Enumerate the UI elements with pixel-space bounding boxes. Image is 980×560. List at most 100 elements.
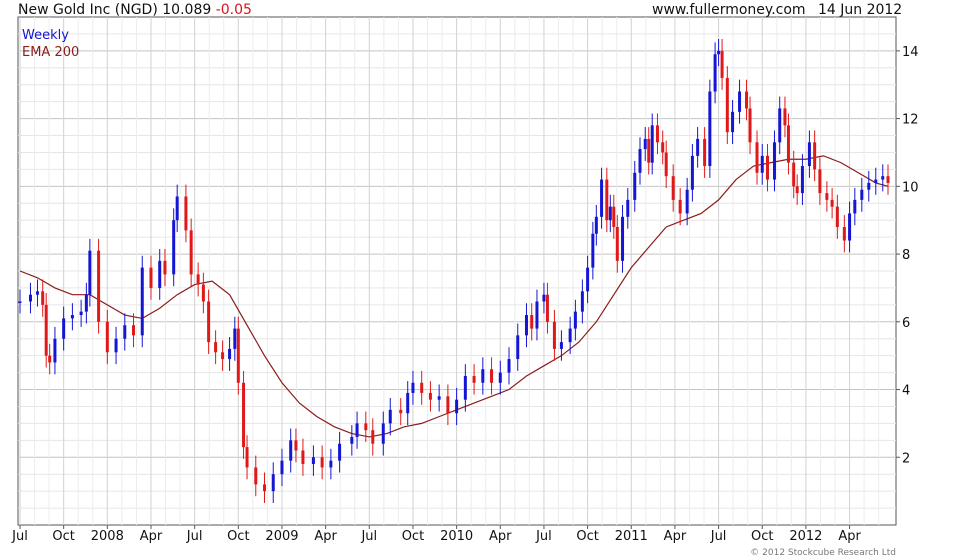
weekly-bar xyxy=(53,338,57,363)
weekly-bar xyxy=(881,176,885,180)
x-tick-label: 2008 xyxy=(91,529,124,544)
y-tick-label: 12 xyxy=(902,113,919,128)
weekly-bar xyxy=(221,352,225,360)
weekly-bar xyxy=(778,108,782,143)
weekly-bar xyxy=(545,294,549,322)
weekly-bar xyxy=(696,138,700,156)
weekly-bar xyxy=(507,359,511,373)
weekly-bar xyxy=(685,189,689,214)
weekly-bar xyxy=(580,291,584,312)
weekly-bar xyxy=(294,440,298,451)
x-tick-label: 2009 xyxy=(265,529,298,544)
weekly-bar xyxy=(228,348,232,360)
weekly-bar xyxy=(524,315,528,336)
weekly-bar xyxy=(713,54,717,92)
weekly-bar xyxy=(364,423,368,431)
weekly-bar xyxy=(84,294,88,312)
y-tick-label: 6 xyxy=(902,316,910,331)
weekly-bar xyxy=(731,111,735,133)
weekly-bar xyxy=(371,430,375,444)
weekly-bar xyxy=(626,199,630,217)
x-tick-label: Apr xyxy=(489,529,512,544)
weekly-bar xyxy=(254,467,258,485)
weekly-bar xyxy=(661,142,665,153)
weekly-bar xyxy=(406,392,410,414)
weekly-bar xyxy=(44,304,48,356)
weekly-bar xyxy=(420,382,424,393)
x-tick-label: Oct xyxy=(751,529,773,544)
x-tick-label: 2012 xyxy=(789,529,822,544)
weekly-bar xyxy=(690,155,694,190)
weekly-bar xyxy=(708,91,712,167)
weekly-bar xyxy=(600,179,604,217)
weekly-bar xyxy=(214,342,218,353)
weekly-bar xyxy=(189,230,193,275)
weekly-bar xyxy=(280,460,284,475)
weekly-bar xyxy=(807,142,811,167)
weekly-bar xyxy=(18,301,22,303)
weekly-bar xyxy=(320,457,324,468)
x-tick-label: Apr xyxy=(838,529,861,544)
x-tick-label: Jul xyxy=(11,529,28,544)
weekly-bar xyxy=(123,325,127,339)
weekly-bar xyxy=(886,176,890,183)
weekly-bar xyxy=(201,284,205,302)
y-tick-label: 2 xyxy=(902,451,910,466)
weekly-bar xyxy=(263,484,267,492)
weekly-bar xyxy=(586,267,590,292)
weekly-bar xyxy=(236,328,240,383)
weekly-bar xyxy=(783,108,787,126)
copyright: © 2012 Stockcube Research Ltd xyxy=(750,548,896,558)
y-tick-label: 8 xyxy=(902,248,910,263)
x-axis: Jul Oct 2008 Apr Jul Oct 2009 Apr Jul Oct 2010 Apr J… xyxy=(11,525,861,544)
website-link[interactable]: www.fullermoney.com xyxy=(652,2,806,18)
weekly-bar xyxy=(842,226,846,241)
weekly-bar xyxy=(638,149,642,173)
weekly-bar xyxy=(772,142,776,180)
weekly-bar xyxy=(542,294,546,302)
weekly-bar xyxy=(655,125,659,143)
weekly-bar xyxy=(568,328,572,343)
weekly-bar xyxy=(755,142,759,173)
weekly-bar xyxy=(79,311,83,316)
weekly-bar xyxy=(149,267,153,288)
weekly-bar xyxy=(605,179,609,221)
weekly-bar xyxy=(612,206,616,227)
weekly-bar xyxy=(388,409,392,424)
weekly-bar xyxy=(591,233,595,268)
weekly-bar xyxy=(140,267,144,336)
y-axis: 2 4 6 8 10 12 14 xyxy=(896,45,919,466)
weekly-bar xyxy=(207,301,211,343)
weekly-bar xyxy=(311,457,315,465)
weekly-bar xyxy=(463,375,467,400)
weekly-bar xyxy=(867,182,871,190)
legend-weekly: Weekly xyxy=(22,28,69,43)
weekly-bar xyxy=(800,166,804,194)
security-name: New Gold Inc (NGD) xyxy=(18,2,158,18)
grid xyxy=(18,17,896,525)
weekly-bar xyxy=(242,382,246,448)
x-tick-label: Jul xyxy=(535,529,552,544)
weekly-bar xyxy=(594,216,598,234)
weekly-bar xyxy=(633,172,637,200)
weekly-bar xyxy=(381,423,385,444)
weekly-bar xyxy=(196,274,200,285)
x-tick-label: Apr xyxy=(314,529,337,544)
y-tick-label: 4 xyxy=(902,384,910,399)
weekly-bar xyxy=(760,155,764,173)
weekly-bar xyxy=(647,138,651,163)
weekly-bar xyxy=(338,443,342,461)
x-tick-label: Oct xyxy=(52,529,74,544)
weekly-bar xyxy=(671,176,675,200)
weekly-bar xyxy=(105,321,109,353)
weekly-bar xyxy=(289,440,293,461)
weekly-bar xyxy=(48,355,52,363)
weekly-bar xyxy=(703,138,707,167)
x-tick-label: Oct xyxy=(576,529,598,544)
x-tick-label: Oct xyxy=(227,529,249,544)
weekly-bar xyxy=(62,318,66,339)
weekly-bar xyxy=(615,226,619,261)
weekly-bar xyxy=(664,152,668,177)
weekly-bar xyxy=(158,260,162,288)
